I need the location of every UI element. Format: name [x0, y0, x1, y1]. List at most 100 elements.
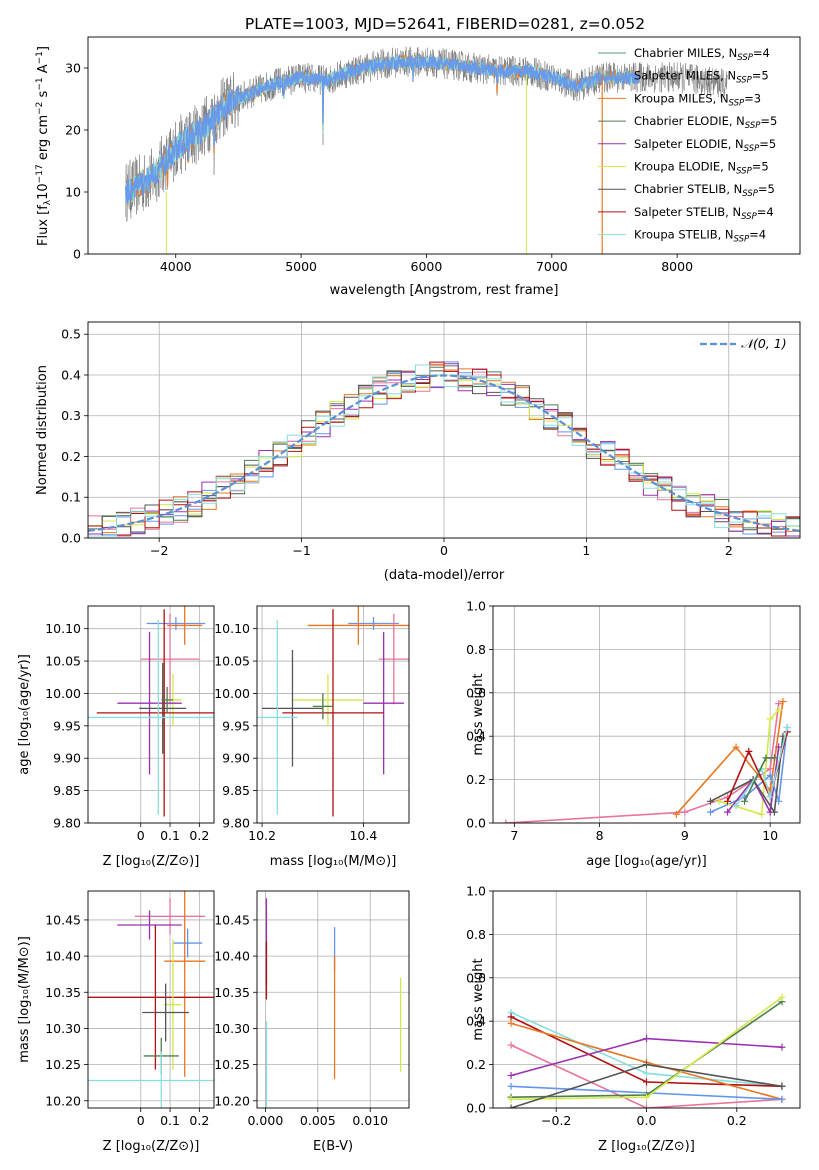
age_vs_Z-ylabel: age [log₁₀(age/yr)] — [17, 654, 32, 775]
xtick-label: 0.2 — [189, 828, 209, 843]
errorbar-kroupa_stelib — [257, 620, 298, 815]
ytick-label: 10.25 — [45, 1057, 81, 1072]
grid-age_vs_Z — [88, 606, 214, 824]
series-marker — [766, 715, 774, 723]
ytick-label: 0.4 — [61, 367, 81, 382]
errorbar-salpeter_miles — [140, 613, 200, 705]
xtick-label: 10.4 — [349, 828, 377, 843]
plot-area-mass_vs_Z — [88, 891, 214, 1108]
series-marker — [507, 1095, 515, 1103]
ytick-label: 0.0 — [61, 531, 81, 546]
spectrum-xlabel: wavelength [Angstrom, rest frame] — [330, 283, 559, 298]
spectrum-model-line — [125, 54, 641, 204]
legend-label: Kroupa STELIB, NSSP=4 — [634, 228, 766, 245]
ytick-label: 0.5 — [61, 327, 81, 342]
series-marker — [766, 793, 774, 801]
residuals-xlabel: (data-model)/error — [384, 568, 505, 583]
legend-label: Kroupa MILES, NSSP=3 — [634, 91, 761, 108]
ytick-label: 1.0 — [466, 884, 486, 899]
ytick-label: 9.95 — [53, 718, 81, 733]
plot-area-residuals — [88, 361, 800, 537]
axes-frame-spectrum — [87, 36, 801, 255]
legend-val: =4 — [749, 228, 766, 242]
legend-name: Kroupa ELODIE, N — [634, 160, 736, 174]
series-marker — [715, 797, 723, 805]
ylabel-part: ] — [36, 46, 51, 51]
panel-residuals: −2 −1 0 1 2 0.0 0.1 0.2 0.3 0.4 0.5 𝒩(0, 1) (data-mo… — [35, 321, 801, 583]
xtick-label: 0.2 — [189, 1113, 209, 1128]
ytick-label: 10.45 — [214, 912, 250, 927]
axes-frame-mass_vs_Z — [87, 890, 215, 1109]
legend-name: Kroupa MILES, N — [634, 91, 729, 105]
series-marker — [778, 1082, 786, 1090]
ytick-label: 10.25 — [214, 1057, 250, 1072]
ytick-label: 10.00 — [45, 686, 81, 701]
panel-age_vs_mass: 10.2 10.4 9.80 9.85 9.90 9.95 10.00 10.05 10.10 m… — [214, 605, 410, 869]
errorbar-chabrier_miles — [146, 617, 206, 630]
ylabel-part: s — [36, 90, 51, 101]
series-line-kroupa_stelib — [735, 727, 788, 807]
legend-name: Chabrier STELIB, N — [634, 182, 742, 196]
ytick-label: 0.3 — [61, 408, 81, 423]
legend-label: Chabrier MILES, NSSP=4 — [634, 46, 770, 63]
legend-val: =4 — [753, 46, 770, 60]
series-marker — [507, 1041, 515, 1049]
series-marker — [766, 765, 774, 773]
errorbar-kroupa_miles — [307, 606, 409, 645]
errorbar-chabrier_stelib — [262, 650, 323, 767]
mass_weight_vs_age-ylabel: mass weight — [471, 673, 486, 755]
errorbar-kroupa_miles — [167, 606, 203, 645]
legend-name: Salpeter MILES, N — [634, 69, 736, 83]
xtick-label: 6000 — [411, 259, 443, 274]
legend-entry: Kroupa ELODIE, NSSP=5 — [598, 160, 769, 177]
ytick-label: 10.45 — [45, 912, 81, 927]
ytick-label: 0 — [73, 247, 81, 262]
series-marker — [732, 802, 740, 810]
series-marker — [643, 1069, 650, 1077]
plot-area-mass_weight_vs_age — [502, 697, 791, 823]
ylabel-part: λ — [43, 199, 53, 205]
panel-mass_weight_vs_age: 7 8 9 10 0.0 0.2 0.4 0.6 0.8 1.0 age [log₁₀(age/yr… — [466, 599, 801, 869]
series-marker — [507, 1013, 515, 1021]
histogram-step-salpeter_stelib — [88, 361, 800, 537]
series-marker — [766, 771, 774, 779]
ytick-label: 20 — [65, 123, 81, 138]
spectrum-ylabel: Flux [fλ10−17 erg cm−2 s−1 A−1] — [35, 46, 53, 246]
ytick-label: 9.85 — [53, 783, 81, 798]
xtick-label: 0.1 — [160, 828, 180, 843]
ytick-label: 10 — [65, 185, 81, 200]
legend-sub: SSP — [737, 53, 753, 63]
xtick-label: 2 — [725, 543, 733, 558]
legend-val: =5 — [752, 160, 769, 174]
ytick-label: 0.2 — [466, 772, 486, 787]
xtick-label: 0.1 — [160, 1113, 180, 1128]
legend-name: Chabrier MILES, N — [634, 46, 737, 60]
xtick-label: −2 — [150, 543, 168, 558]
xtick-label: 0 — [440, 543, 448, 558]
mass_vs_Z-xlabel: Z [log₁₀(Z/Z⊙)] — [103, 1139, 200, 1154]
ytick-label: 10.10 — [45, 621, 81, 636]
legend-label: Kroupa ELODIE, NSSP=5 — [634, 160, 769, 177]
series-marker — [706, 808, 714, 816]
ylabel-part: −2 — [35, 102, 45, 115]
series-marker — [745, 747, 753, 755]
series-line-kroupa_elodie — [718, 709, 780, 816]
ytick-label: 10.30 — [214, 1021, 250, 1036]
xtick-label: 0 — [137, 1113, 145, 1128]
series-marker — [672, 810, 680, 818]
series-marker — [643, 1104, 650, 1108]
legend-entry: Salpeter ELODIE, NSSP=5 — [598, 137, 776, 154]
xtick-label: 1 — [582, 543, 590, 558]
xtick-label: 0 — [137, 828, 145, 843]
axes-frame-mass_vs_ebv — [256, 890, 410, 1109]
axes-frame-age_vs_mass — [256, 605, 410, 824]
series-marker — [643, 1061, 650, 1069]
ytick-label: 10.30 — [45, 1021, 81, 1036]
xtick-label: 8000 — [661, 259, 693, 274]
ytick-label: 9.90 — [53, 751, 81, 766]
ytick-label: 0.2 — [466, 1057, 486, 1072]
errorbar-salpeter_miles — [134, 898, 206, 935]
series-marker — [643, 1078, 650, 1086]
